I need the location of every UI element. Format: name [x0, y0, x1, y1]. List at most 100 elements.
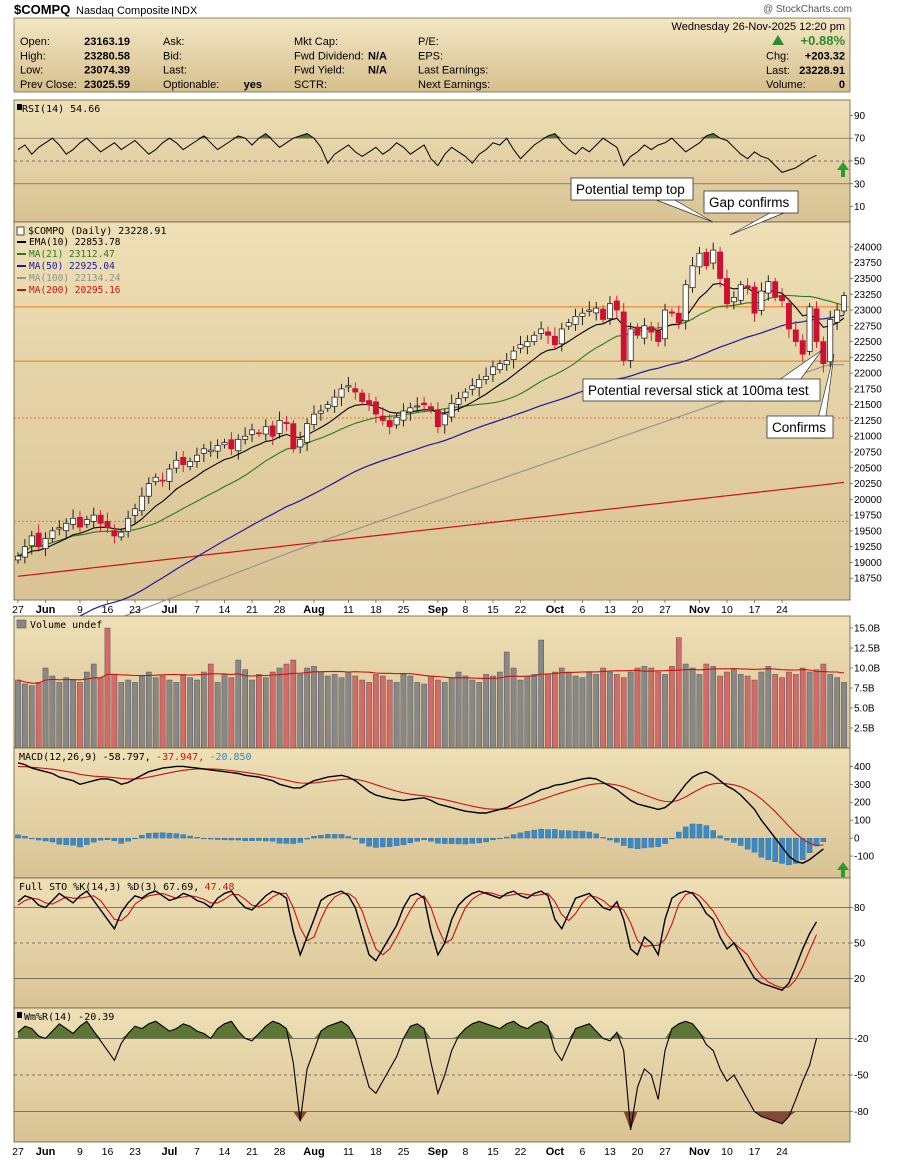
- macd-histogram-bar: [462, 837, 469, 845]
- volume-bar: [125, 679, 131, 749]
- candle-body: [820, 341, 827, 365]
- candle-body: [242, 435, 249, 440]
- volume-bar: [462, 675, 469, 749]
- macd-histogram-bar: [799, 837, 806, 860]
- macd-title-part: -20.850: [209, 752, 251, 763]
- macd-histogram-bar: [455, 837, 462, 845]
- quote-header: $COMPQ Nasdaq Composite INDX @ StockChar…: [13, 2, 852, 93]
- candle-body: [63, 522, 70, 531]
- macd-histogram-bar: [497, 837, 503, 840]
- macd-line: [17, 762, 824, 864]
- volume-bar: [283, 663, 290, 749]
- macd-histogram-bar: [627, 837, 634, 849]
- candle-body: [221, 442, 228, 446]
- macd-histogram-bar: [545, 829, 551, 839]
- quote-value: +203.32: [805, 51, 845, 63]
- x-tick-label: 6: [580, 604, 586, 616]
- volume-bar: [724, 671, 730, 749]
- volume-bar: [70, 679, 76, 749]
- candle-body: [689, 265, 696, 288]
- candle-body: [331, 396, 338, 407]
- volume-bar: [531, 674, 538, 749]
- price-tick-label: 23250: [854, 290, 882, 301]
- candle-body: [490, 366, 496, 375]
- volume-bar: [717, 675, 723, 749]
- volume-bar: [159, 675, 166, 749]
- volume-bar: [793, 674, 799, 749]
- macd-histogram-bar: [552, 829, 558, 839]
- quote-label: Low:: [20, 65, 43, 77]
- macd-histogram-bar: [159, 832, 166, 839]
- candle-body: [393, 416, 400, 426]
- volume-bar: [820, 663, 827, 749]
- macd-histogram-bar: [662, 837, 668, 844]
- price-tick-label: 20250: [854, 479, 882, 490]
- volume-bar: [607, 671, 613, 749]
- macd-histogram-bar: [297, 837, 303, 843]
- volume-bar: [758, 671, 765, 749]
- candle-body: [841, 295, 847, 312]
- volume-bar: [841, 682, 847, 749]
- macd-histogram-bar: [696, 823, 703, 839]
- price-tick-label: 23000: [854, 306, 882, 317]
- candle-body: [386, 420, 393, 428]
- macd-histogram-bar: [634, 837, 641, 849]
- volume-bar: [22, 683, 28, 749]
- candle-body: [317, 410, 324, 414]
- volume-bar: [297, 674, 304, 749]
- volume-bar: [428, 675, 434, 749]
- quote-value: 23025.59: [84, 79, 130, 91]
- x-tick-label-bottom: 16: [102, 1146, 114, 1158]
- price-tick-label: 21000: [854, 432, 882, 443]
- candle-body: [434, 409, 441, 428]
- volume-bar: [497, 671, 503, 749]
- macd-histogram-bar: [269, 837, 276, 842]
- macd-histogram-bar: [414, 837, 420, 842]
- quote-label: Volume:: [766, 79, 806, 91]
- macd-histogram-bar: [166, 832, 173, 839]
- macd-histogram-bar: [146, 833, 152, 839]
- x-tick-label: 23: [129, 604, 141, 616]
- macd-histogram-bar: [559, 830, 565, 839]
- macd-histogram-bar: [655, 837, 661, 847]
- up-arrow-icon: [772, 35, 784, 45]
- volume-bar: [524, 675, 531, 749]
- volume-bar: [634, 667, 641, 749]
- macd-histogram-bar: [139, 835, 145, 839]
- candle-body: [682, 284, 689, 322]
- volume-bar: [490, 675, 496, 749]
- rsi-tick-label: 70: [854, 134, 866, 145]
- macd-histogram-bar: [703, 825, 710, 839]
- macd-histogram-bar: [125, 837, 131, 842]
- x-tick-label: 11: [343, 604, 354, 616]
- macd-histogram-bar: [510, 834, 517, 839]
- macd-tick-label: 400: [854, 762, 871, 773]
- macd-histogram-bar: [249, 837, 255, 841]
- x-tick-label-bottom: 24: [776, 1146, 788, 1158]
- macd-histogram-bar: [207, 837, 214, 840]
- macd-histogram-bar: [490, 837, 496, 841]
- candle-body: [613, 300, 620, 311]
- macd-histogram-bar: [641, 837, 648, 849]
- candle-body: [15, 555, 21, 561]
- candle-body: [799, 340, 806, 355]
- candle-body: [214, 445, 221, 452]
- wr-tick-label: -80: [854, 1107, 869, 1118]
- volume-tick-label: 5.0B: [854, 704, 875, 715]
- annotation-box: [703, 190, 799, 214]
- macd-histogram-bar: [779, 837, 785, 864]
- candle-body: [758, 290, 765, 311]
- candle-body: [834, 309, 841, 323]
- macd-histogram-bar: [242, 837, 248, 842]
- macd-histogram-bar: [682, 826, 689, 839]
- candle-body: [49, 530, 56, 539]
- candle-body: [290, 423, 297, 450]
- volume-bar: [104, 627, 111, 749]
- price-tick-label: 23500: [854, 274, 882, 285]
- x-tick-label: 27: [12, 604, 24, 616]
- macd-histogram-bar: [228, 837, 235, 841]
- volume-bar: [338, 677, 345, 749]
- macd-histogram-bar: [345, 836, 352, 839]
- x-tick-label-bottom: 6: [580, 1146, 586, 1158]
- macd-histogram-bar: [283, 837, 290, 844]
